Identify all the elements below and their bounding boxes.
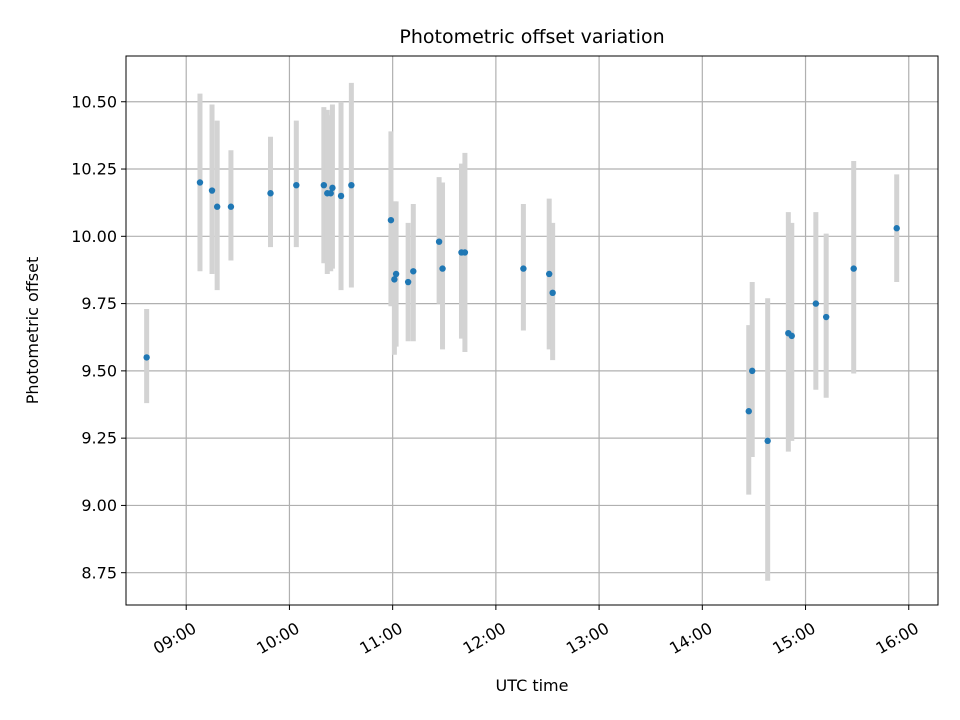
data-point bbox=[439, 265, 446, 272]
data-point bbox=[745, 408, 752, 415]
y-tick-label: 9.50 bbox=[81, 361, 117, 380]
y-tick-label: 10.25 bbox=[71, 160, 117, 179]
data-point bbox=[227, 203, 235, 210]
plot-frame bbox=[125, 55, 939, 606]
data-point bbox=[348, 181, 355, 189]
data-point bbox=[546, 270, 553, 278]
data-point bbox=[320, 181, 328, 189]
data-point bbox=[143, 354, 150, 361]
data-point bbox=[461, 249, 469, 256]
y-tick-label: 9.25 bbox=[81, 429, 117, 448]
data-point bbox=[850, 265, 857, 272]
y-tick-label: 8.75 bbox=[81, 563, 117, 582]
data-point bbox=[267, 190, 274, 197]
y-tick-label: 9.00 bbox=[81, 496, 117, 515]
data-point bbox=[329, 184, 336, 192]
data-point bbox=[337, 192, 345, 200]
data-point bbox=[822, 313, 830, 321]
x-axis-title: UTC time bbox=[496, 676, 569, 695]
chart-title: Photometric offset variation bbox=[399, 26, 664, 48]
data-point bbox=[404, 278, 412, 286]
data-point bbox=[391, 276, 398, 283]
data-point bbox=[788, 332, 795, 340]
y-axis-title: Photometric offset bbox=[23, 257, 42, 405]
data-point bbox=[549, 289, 556, 297]
data-point bbox=[749, 367, 756, 375]
data-point bbox=[435, 238, 443, 245]
data-points bbox=[143, 179, 900, 445]
y-tick-label: 10.50 bbox=[71, 92, 117, 111]
data-point bbox=[410, 268, 417, 275]
data-point bbox=[387, 216, 395, 224]
y-tick-label: 9.75 bbox=[81, 294, 117, 313]
data-point bbox=[213, 203, 221, 210]
data-point bbox=[812, 300, 820, 307]
data-point bbox=[764, 437, 771, 445]
data-point bbox=[893, 225, 900, 232]
data-point bbox=[196, 179, 204, 186]
data-point bbox=[520, 265, 527, 272]
data-point bbox=[208, 187, 216, 194]
data-point bbox=[293, 181, 300, 189]
y-tick-label: 10.00 bbox=[71, 227, 117, 246]
data-point bbox=[327, 190, 334, 197]
data-point bbox=[392, 270, 400, 278]
